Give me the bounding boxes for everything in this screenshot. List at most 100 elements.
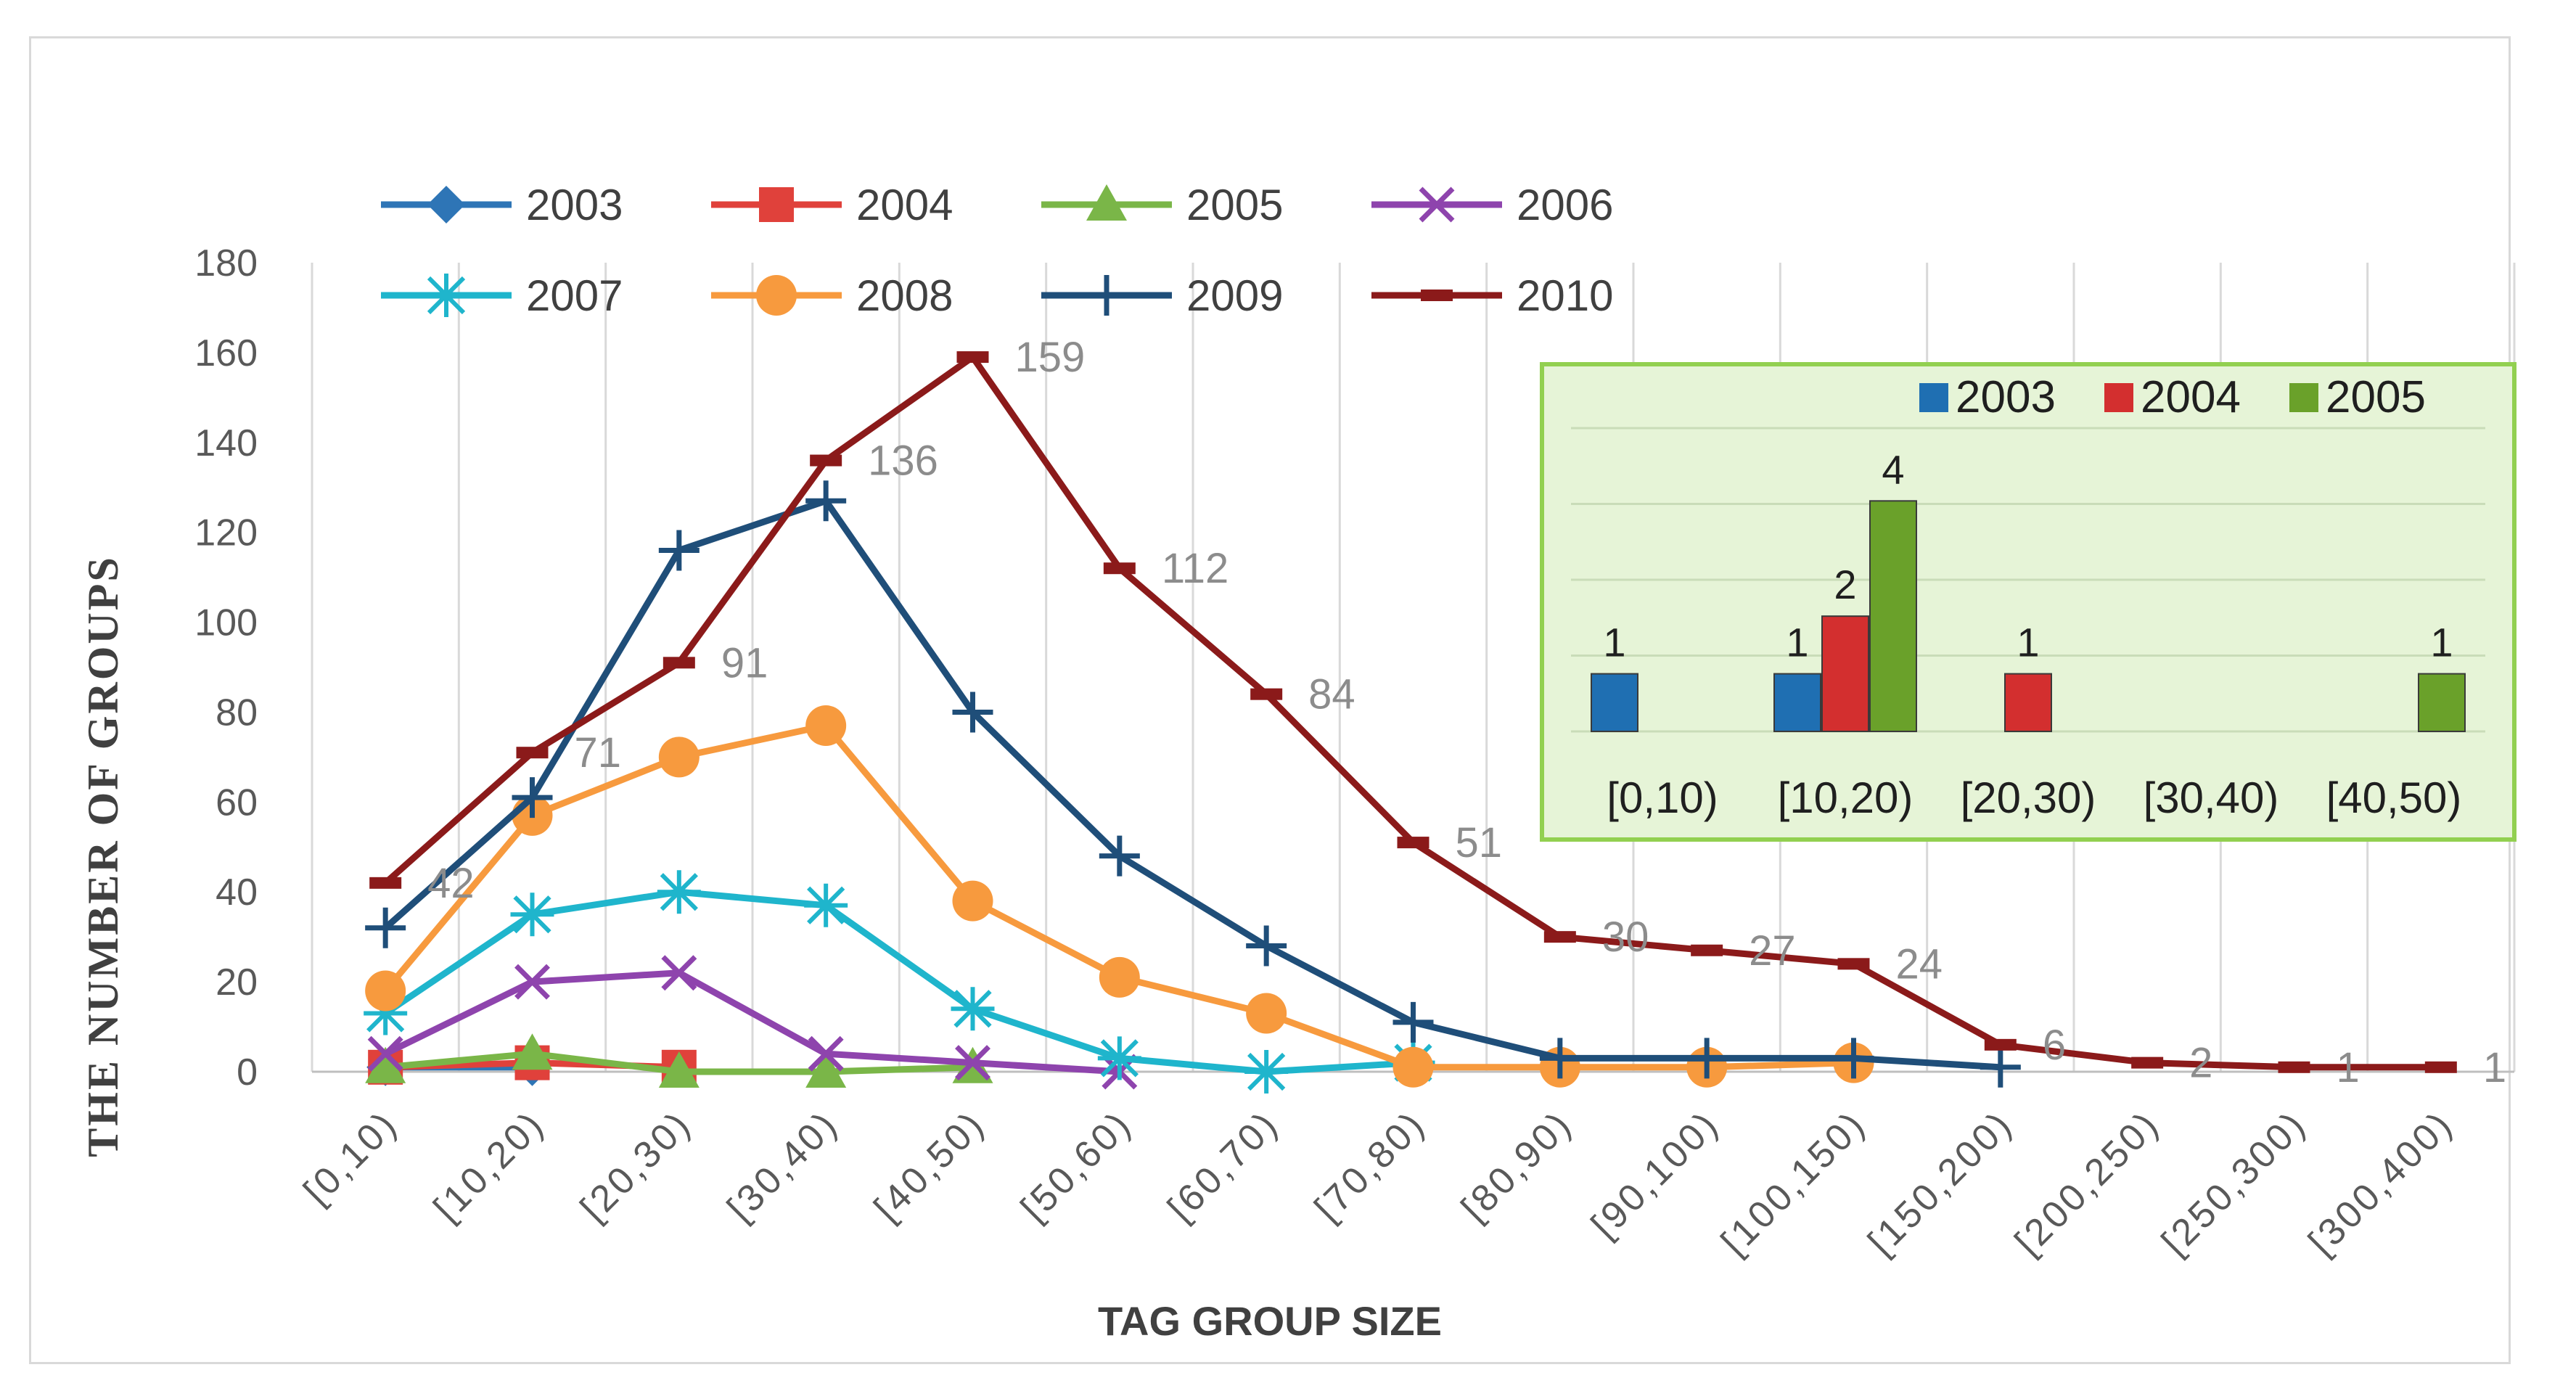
data-point-marker [1392, 1001, 1434, 1043]
data-point-marker [1837, 958, 1870, 970]
y-tick-label: 120 [194, 512, 258, 554]
y-tick-label: 0 [237, 1051, 258, 1093]
legend-item: 2010 [1371, 271, 1613, 320]
data-point-marker [367, 1035, 403, 1072]
data-point-marker [1250, 688, 1283, 700]
inset-data-label: 2 [1834, 562, 1856, 607]
data-label: 136 [868, 438, 938, 485]
data-point-marker [510, 893, 554, 937]
data-point-marker [805, 705, 847, 747]
data-label: 6 [2043, 1022, 2066, 1069]
data-point-marker [1099, 956, 1140, 998]
data-point-marker [1539, 1038, 1580, 1079]
data-point-marker [805, 480, 847, 522]
x-tick-label: [60,70) [1160, 1102, 1287, 1229]
inset-category-label: [20,30) [1961, 774, 2096, 822]
series-line [383, 888, 1414, 1075]
data-point-marker [808, 1035, 844, 1072]
data-point-marker [2278, 1061, 2310, 1073]
data-label: 51 [1456, 819, 1503, 866]
x-tick-label: [30,40) [719, 1102, 846, 1229]
data-point-marker [759, 187, 794, 222]
data-point-marker [514, 964, 550, 1000]
data-label: 84 [1308, 671, 1355, 718]
data-point-marker [365, 907, 406, 948]
y-tick-label: 20 [216, 961, 258, 1004]
legend-item: 2009 [1041, 271, 1283, 320]
data-point-marker [1086, 275, 1127, 316]
inset-data-label: 4 [1882, 446, 1904, 492]
x-tick-label: [40,50) [866, 1102, 993, 1229]
legend-item: 2008 [711, 271, 953, 320]
x-tick-label: [250,300) [2154, 1102, 2315, 1263]
x-tick-label: [0,10) [296, 1102, 406, 1212]
data-point-marker [1984, 1038, 2017, 1051]
data-point-marker [512, 1033, 553, 1070]
data-point-marker [1099, 835, 1140, 877]
data-point-marker [1543, 931, 1576, 943]
data-point-marker [1246, 925, 1287, 967]
data-point-marker [952, 692, 993, 733]
inset-legend-item: 2005 [2289, 372, 2426, 422]
inset-bar [2418, 673, 2466, 733]
data-point-marker [956, 351, 989, 364]
series-2007 [364, 870, 1435, 1093]
inset-data-label: 1 [1786, 620, 1808, 665]
series-line [383, 497, 2001, 1071]
data-point-marker [1421, 290, 1453, 301]
inset-legend-item: 2003 [1919, 372, 2056, 422]
inset-bar [1869, 500, 1917, 732]
x-tick-label: [200,250) [2007, 1102, 2168, 1263]
series-2006 [367, 955, 1138, 1090]
data-label: 91 [721, 639, 768, 686]
inset-legend-swatch [2104, 383, 2133, 412]
x-tick-label: [20,30) [573, 1102, 700, 1229]
inset-bar [2004, 673, 2052, 733]
legend-label: 2005 [1186, 181, 1283, 229]
data-label: 27 [1749, 927, 1796, 974]
data-label: 42 [427, 860, 475, 907]
data-point-marker [952, 880, 993, 922]
data-point-marker [658, 1051, 700, 1088]
legend-label: 2007 [526, 271, 623, 320]
legend-label: 2010 [1517, 271, 1613, 320]
data-point-marker [365, 1046, 406, 1083]
inset-legend-item: 2004 [2104, 372, 2241, 422]
legend-label: 2003 [526, 181, 623, 229]
data-point-marker [516, 747, 549, 759]
inset-category-label: [10,20) [1778, 774, 1913, 822]
data-point-marker [756, 275, 797, 316]
data-point-marker [1686, 1038, 1728, 1079]
y-tick-label: 40 [216, 871, 258, 914]
data-point-marker [365, 970, 406, 1012]
legend-label: 2004 [856, 181, 953, 229]
inset-legend-swatch [1919, 383, 1948, 412]
inset-category-label: [40,50) [2326, 774, 2462, 822]
data-point-marker [955, 1045, 990, 1081]
y-tick-label: 100 [194, 602, 258, 644]
inset-data-label: 1 [2017, 620, 2039, 665]
y-tick-label: 180 [194, 242, 258, 284]
legend-item: 2007 [381, 271, 623, 320]
data-point-marker [1392, 1046, 1434, 1088]
inset-data-label: 1 [2430, 620, 2453, 665]
x-tick-label: [10,20) [426, 1102, 553, 1229]
inset-category-label: [30,40) [2144, 774, 2279, 822]
data-point-marker [658, 736, 700, 778]
y-tick-label: 140 [194, 422, 258, 464]
data-point-marker [1086, 184, 1127, 221]
y-axis-title: THE NUMBER OF GROUPS [79, 555, 127, 1157]
inset-bar [1821, 615, 1869, 732]
series-2009 [365, 480, 2021, 1088]
series-2010 [369, 351, 2457, 1073]
x-tick-label: [80,90) [1453, 1102, 1580, 1229]
x-tick-label: [70,80) [1307, 1102, 1434, 1229]
data-label: 1 [2337, 1044, 2360, 1091]
data-label: 71 [575, 729, 622, 776]
data-point-marker [1246, 993, 1287, 1034]
data-point-marker [2424, 1061, 2457, 1073]
data-point-marker [661, 955, 697, 991]
legend-item: 2006 [1371, 181, 1613, 229]
x-tick-label: [300,400) [2300, 1102, 2461, 1263]
